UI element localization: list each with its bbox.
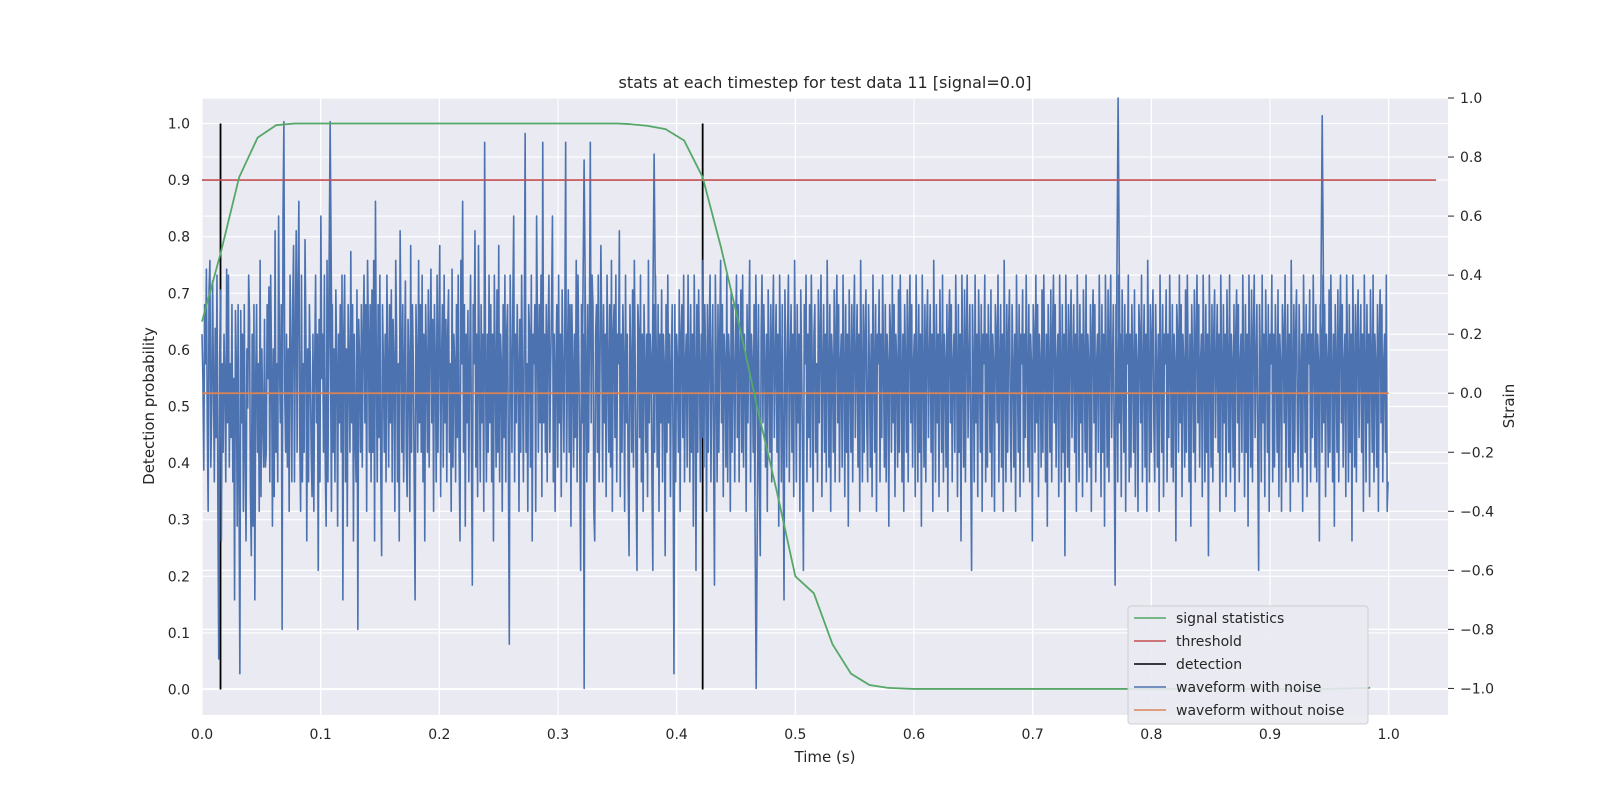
y-right-tick-label: 0.4 (1460, 268, 1482, 284)
y-left-tick-label: 0.0 (168, 683, 190, 699)
x-tick-label: 0.0 (191, 727, 213, 743)
y-right-tick-label: 0.0 (1460, 386, 1482, 402)
y-right-tick-label: −0.2 (1460, 445, 1494, 461)
y-right-tick-label: −0.8 (1460, 622, 1494, 638)
y-left-tick-label: 0.7 (168, 286, 190, 302)
legend-box (1127, 605, 1369, 725)
x-tick-label: 0.5 (784, 727, 806, 743)
y-left-tick-label: 1.0 (168, 116, 190, 132)
y-left-tick-label: 0.2 (168, 569, 190, 585)
y-axis-left: 0.0 0.1 0.2 0.3 0.4 0.5 0.6 0.7 0.8 0.9 1.0 (168, 116, 190, 698)
y-left-tick-label: 0.5 (168, 400, 190, 416)
x-tick-label: 0.3 (547, 727, 569, 743)
legend: signal statistics threshold detection wa… (1127, 605, 1369, 725)
y-right-tick-label: 0.6 (1460, 209, 1482, 225)
x-axis-label: Time (s) (794, 748, 856, 766)
legend-label-waveform-with-noise: waveform with noise (1176, 680, 1321, 696)
y-right-tick-label: −0.4 (1460, 504, 1494, 520)
x-tick-label: 0.7 (1022, 727, 1044, 743)
y-right-tick-label: −0.6 (1460, 563, 1494, 579)
y-axis-right: −1.0 −0.8 −0.6 −0.4 −0.2 0.0 0.2 0.4 0.6 0.8 1.0 (1448, 91, 1494, 697)
x-axis: 0.0 0.1 0.2 0.3 0.4 0.5 0.6 0.7 0.8 0.9 1.0 (191, 727, 1400, 743)
y-left-tick-label: 0.6 (168, 343, 190, 359)
legend-label-threshold: threshold (1176, 634, 1242, 650)
y-left-tick-label: 0.8 (168, 230, 190, 246)
y-axis-left-label: Detection probability (140, 327, 158, 485)
series-signal-statistics (201, 122, 1371, 690)
y-left-tick-label: 0.1 (168, 626, 190, 642)
x-tick-label: 0.4 (666, 727, 688, 743)
y-left-tick-label: 0.9 (168, 173, 190, 189)
x-tick-label: 0.8 (1140, 727, 1162, 743)
y-right-tick-label: 0.2 (1460, 327, 1482, 343)
y-right-tick-label: 0.8 (1460, 150, 1482, 166)
y-left-tick-label: 0.4 (168, 456, 190, 472)
x-tick-label: 0.9 (1259, 727, 1281, 743)
x-tick-label: 0.2 (428, 727, 450, 743)
chart-title: stats at each timestep for test data 11 … (619, 73, 1032, 92)
legend-label-detection: detection (1176, 657, 1242, 673)
y-right-tick-label: −1.0 (1460, 681, 1494, 697)
x-tick-label: 0.1 (310, 727, 332, 743)
x-tick-label: 1.0 (1378, 727, 1400, 743)
series-waveform-with-noise (201, 97, 1389, 690)
y-left-tick-label: 0.3 (168, 513, 190, 529)
legend-label-waveform-without-noise: waveform without noise (1176, 703, 1344, 719)
y-axis-right-label: Strain (1500, 384, 1518, 428)
x-tick-label: 0.6 (903, 727, 925, 743)
series-layer (201, 97, 1437, 690)
y-right-tick-label: 1.0 (1460, 91, 1482, 107)
legend-label-signal-statistics: signal statistics (1176, 611, 1284, 627)
